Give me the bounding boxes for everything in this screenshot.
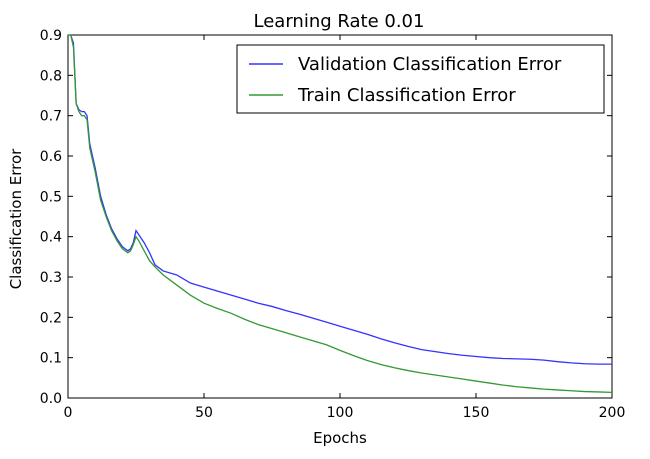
y-tick-label: 0.7 [40, 109, 62, 125]
y-tick-label: 0.1 [40, 351, 62, 367]
y-tick-label: 0.6 [40, 149, 62, 165]
series-lines [68, 34, 613, 393]
y-tick-label: 0.0 [40, 391, 62, 407]
y-tick-label: 0.8 [40, 68, 62, 84]
x-tick-label: 0 [64, 405, 73, 421]
y-axis-label: Classification Error [7, 148, 25, 289]
x-axis-label: Epochs [313, 429, 367, 447]
legend-label-1: Train Classification Error [297, 85, 516, 106]
x-tick-label: 50 [195, 405, 213, 421]
series-line-0 [68, 34, 612, 365]
legend-label-0: Validation Classification Error [298, 54, 562, 75]
y-tick-label: 0.3 [40, 270, 62, 286]
y-tick-label: 0.5 [40, 189, 62, 205]
legend-box [236, 44, 605, 114]
x-tick-label: 100 [327, 405, 354, 421]
y-axis: 0.0 0.1 0.2 0.3 0.4 0.5 0.6 0.7 0.8 0.9 [40, 28, 612, 407]
x-tick-label: 200 [599, 405, 626, 421]
series-line-1 [68, 34, 613, 393]
y-tick-label: 0.4 [40, 230, 62, 246]
y-tick-label: 0.9 [40, 28, 62, 44]
chart-title: Learning Rate 0.01 [254, 11, 425, 32]
x-tick-label: 150 [463, 405, 490, 421]
y-tick-label: 0.2 [40, 310, 62, 326]
legend: Validation Classification Error Train Cla… [236, 44, 605, 114]
x-axis: 0 50 100 150 200 [64, 35, 626, 421]
